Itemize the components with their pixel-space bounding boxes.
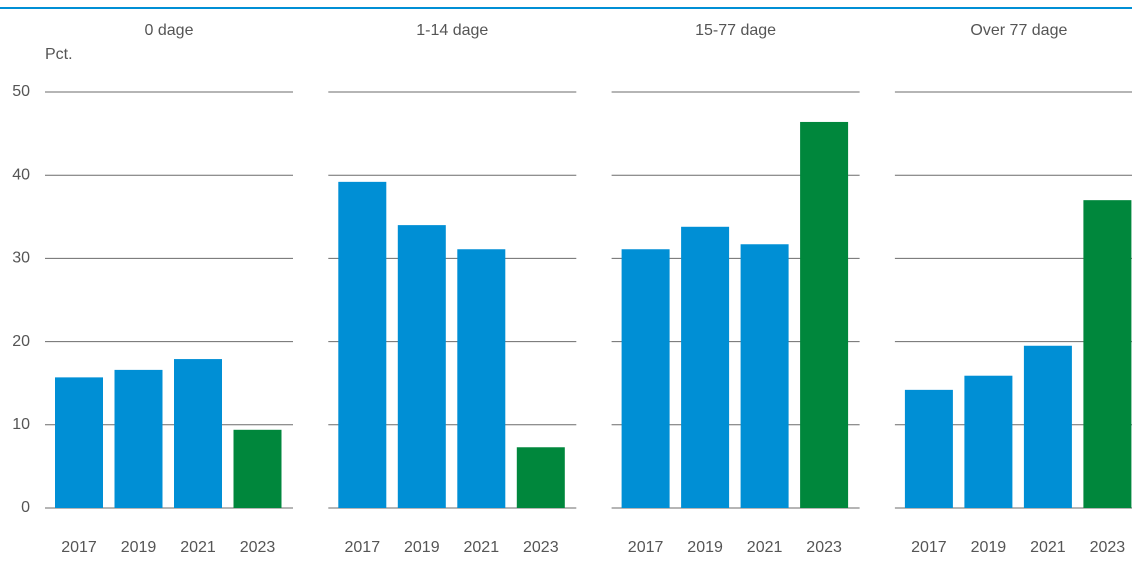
x-tick-label: 2023: [240, 539, 276, 556]
x-tick-label: 2023: [806, 539, 842, 556]
bar: [174, 359, 222, 508]
bar: [1023, 345, 1072, 508]
bar: [964, 375, 1013, 508]
bar: [233, 429, 282, 508]
panel-title: 15-77 dage: [695, 22, 776, 39]
y-tick-label: 50: [12, 83, 30, 100]
bar: [1083, 200, 1132, 508]
panel-title: 0 dage: [145, 22, 194, 39]
x-tick-label: 2021: [1030, 539, 1066, 556]
x-tick-label: 2017: [345, 539, 381, 556]
bar: [338, 181, 387, 508]
bar: [740, 244, 789, 509]
y-tick-label: 0: [21, 499, 30, 516]
x-tick-label: 2023: [1090, 539, 1126, 556]
y-axis-label: Pct.: [45, 46, 73, 63]
y-tick-label: 20: [12, 333, 30, 350]
x-tick-label: 2019: [971, 539, 1007, 556]
x-tick-label: 2021: [464, 539, 500, 556]
x-tick-label: 2017: [911, 539, 947, 556]
y-tick-label: 40: [12, 166, 30, 183]
bar: [516, 447, 565, 508]
x-tick-label: 2021: [747, 539, 783, 556]
x-tick-label: 2021: [180, 539, 216, 556]
panel-title: Over 77 dage: [970, 22, 1067, 39]
x-tick-label: 2019: [687, 539, 723, 556]
x-tick-label: 2019: [121, 539, 157, 556]
bar: [904, 389, 953, 508]
bar: [800, 121, 849, 509]
panel-title: 1-14 dage: [416, 22, 488, 39]
x-tick-label: 2017: [61, 539, 97, 556]
bar: [114, 369, 163, 508]
x-tick-label: 2019: [404, 539, 440, 556]
x-tick-label: 2023: [523, 539, 559, 556]
bar: [681, 226, 730, 508]
bar: [457, 249, 506, 509]
x-tick-label: 2017: [628, 539, 664, 556]
bar: [55, 377, 103, 508]
y-tick-label: 30: [12, 250, 30, 267]
bar: [397, 225, 446, 508]
bar: [621, 249, 670, 509]
y-tick-label: 10: [12, 416, 30, 433]
